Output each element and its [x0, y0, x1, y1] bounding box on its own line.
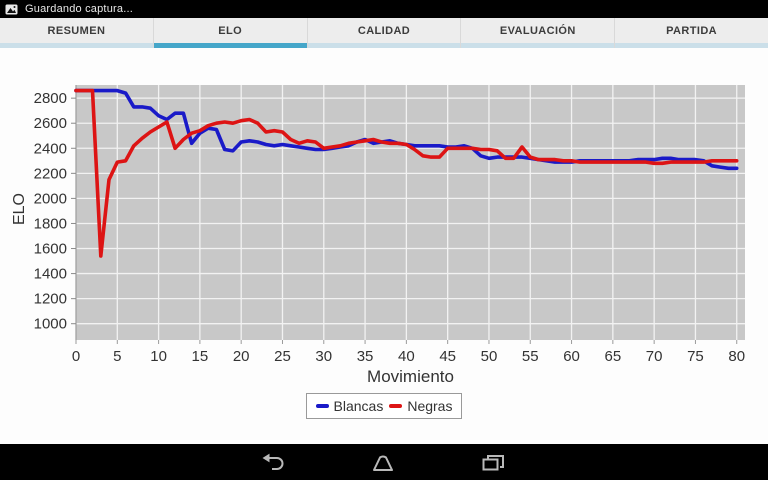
x-tick-label: 50 [481, 348, 498, 365]
navigation-bar [0, 444, 768, 480]
tab-elo[interactable]: ELO [152, 18, 307, 48]
tab-underline [461, 43, 615, 48]
tab-underline [307, 43, 461, 48]
tab-underline [0, 43, 153, 48]
y-tick-label: 1400 [34, 266, 67, 283]
x-tick-label: 80 [728, 348, 745, 365]
y-axis-title: ELO [11, 193, 28, 226]
series-line-negras [74, 88, 739, 258]
blancas-line-swatch [315, 404, 329, 408]
recents-icon [482, 455, 504, 471]
notification-text: Guardando captura... [25, 3, 133, 15]
screenshot-icon [5, 4, 18, 14]
x-tick-label: 60 [563, 348, 580, 365]
x-tick-label: 70 [646, 348, 663, 365]
tab-bar: RESUMEN ELO CALIDAD EVALUACIÓN PARTIDA [0, 18, 768, 48]
x-tick-label: 5 [113, 348, 121, 365]
home-icon [373, 455, 393, 471]
x-tick-label: 25 [274, 348, 291, 365]
tab-underline [615, 43, 768, 48]
back-button[interactable] [250, 449, 296, 477]
elo-line-chart: 1000 1200 1400 1600 1800 2000 2200 2400 2600 2800… [34, 85, 745, 365]
tab-label: ELO [218, 24, 243, 37]
chart-legend: Blancas Negras [0, 393, 768, 419]
x-tick-label: 65 [605, 348, 622, 365]
recents-button[interactable] [470, 449, 516, 477]
tab-label: EVALUACIÓN [499, 24, 576, 37]
legend-label: Blancas [333, 398, 384, 414]
home-button[interactable] [360, 449, 406, 477]
tab-calidad[interactable]: CALIDAD [306, 18, 461, 48]
legend-box: Blancas Negras [305, 393, 463, 419]
tab-label: RESUMEN [47, 24, 106, 37]
y-tick-label: 2400 [34, 140, 67, 157]
y-tick-label: 2000 [34, 190, 67, 207]
tab-label: CALIDAD [357, 24, 411, 37]
status-bar: Guardando captura... [0, 0, 768, 18]
y-tick-label: 2600 [34, 115, 67, 132]
y-tick-label: 1600 [34, 241, 67, 258]
x-tick-label: 40 [398, 348, 415, 365]
y-tick-label: 2200 [34, 165, 67, 182]
elo-chart-panel: 1000 1200 1400 1600 1800 2000 2200 2400 2600 2800… [0, 48, 768, 444]
tab-evaluacion[interactable]: EVALUACIÓN [460, 18, 615, 48]
legend-item-negras: Negras [389, 398, 452, 414]
x-tick-label: 35 [357, 348, 374, 365]
x-tick-label: 75 [687, 348, 704, 365]
y-tick-label: 1200 [34, 291, 67, 308]
x-tick-label: 30 [315, 348, 332, 365]
y-tick-label: 2800 [34, 90, 67, 107]
back-icon [262, 453, 284, 470]
x-tick-label: 10 [150, 348, 167, 365]
tab-underline-selected [153, 43, 307, 48]
y-tick-label: 1800 [34, 215, 67, 232]
x-tick-label: 55 [522, 348, 539, 365]
x-axis-title: Movimiento [367, 367, 454, 386]
tab-partida[interactable]: PARTIDA [614, 18, 768, 48]
x-tick-label: 0 [72, 348, 80, 365]
negras-line-swatch [389, 404, 403, 408]
tab-resumen[interactable]: RESUMEN [0, 18, 153, 48]
legend-label: Negras [407, 398, 453, 414]
y-tick-label: 1000 [34, 316, 67, 333]
x-tick-label: 45 [439, 348, 456, 365]
x-tick-label: 20 [233, 348, 250, 365]
legend-item-blancas: Blancas [315, 398, 384, 414]
x-tick-label: 15 [192, 348, 209, 365]
tab-label: PARTIDA [666, 24, 718, 37]
